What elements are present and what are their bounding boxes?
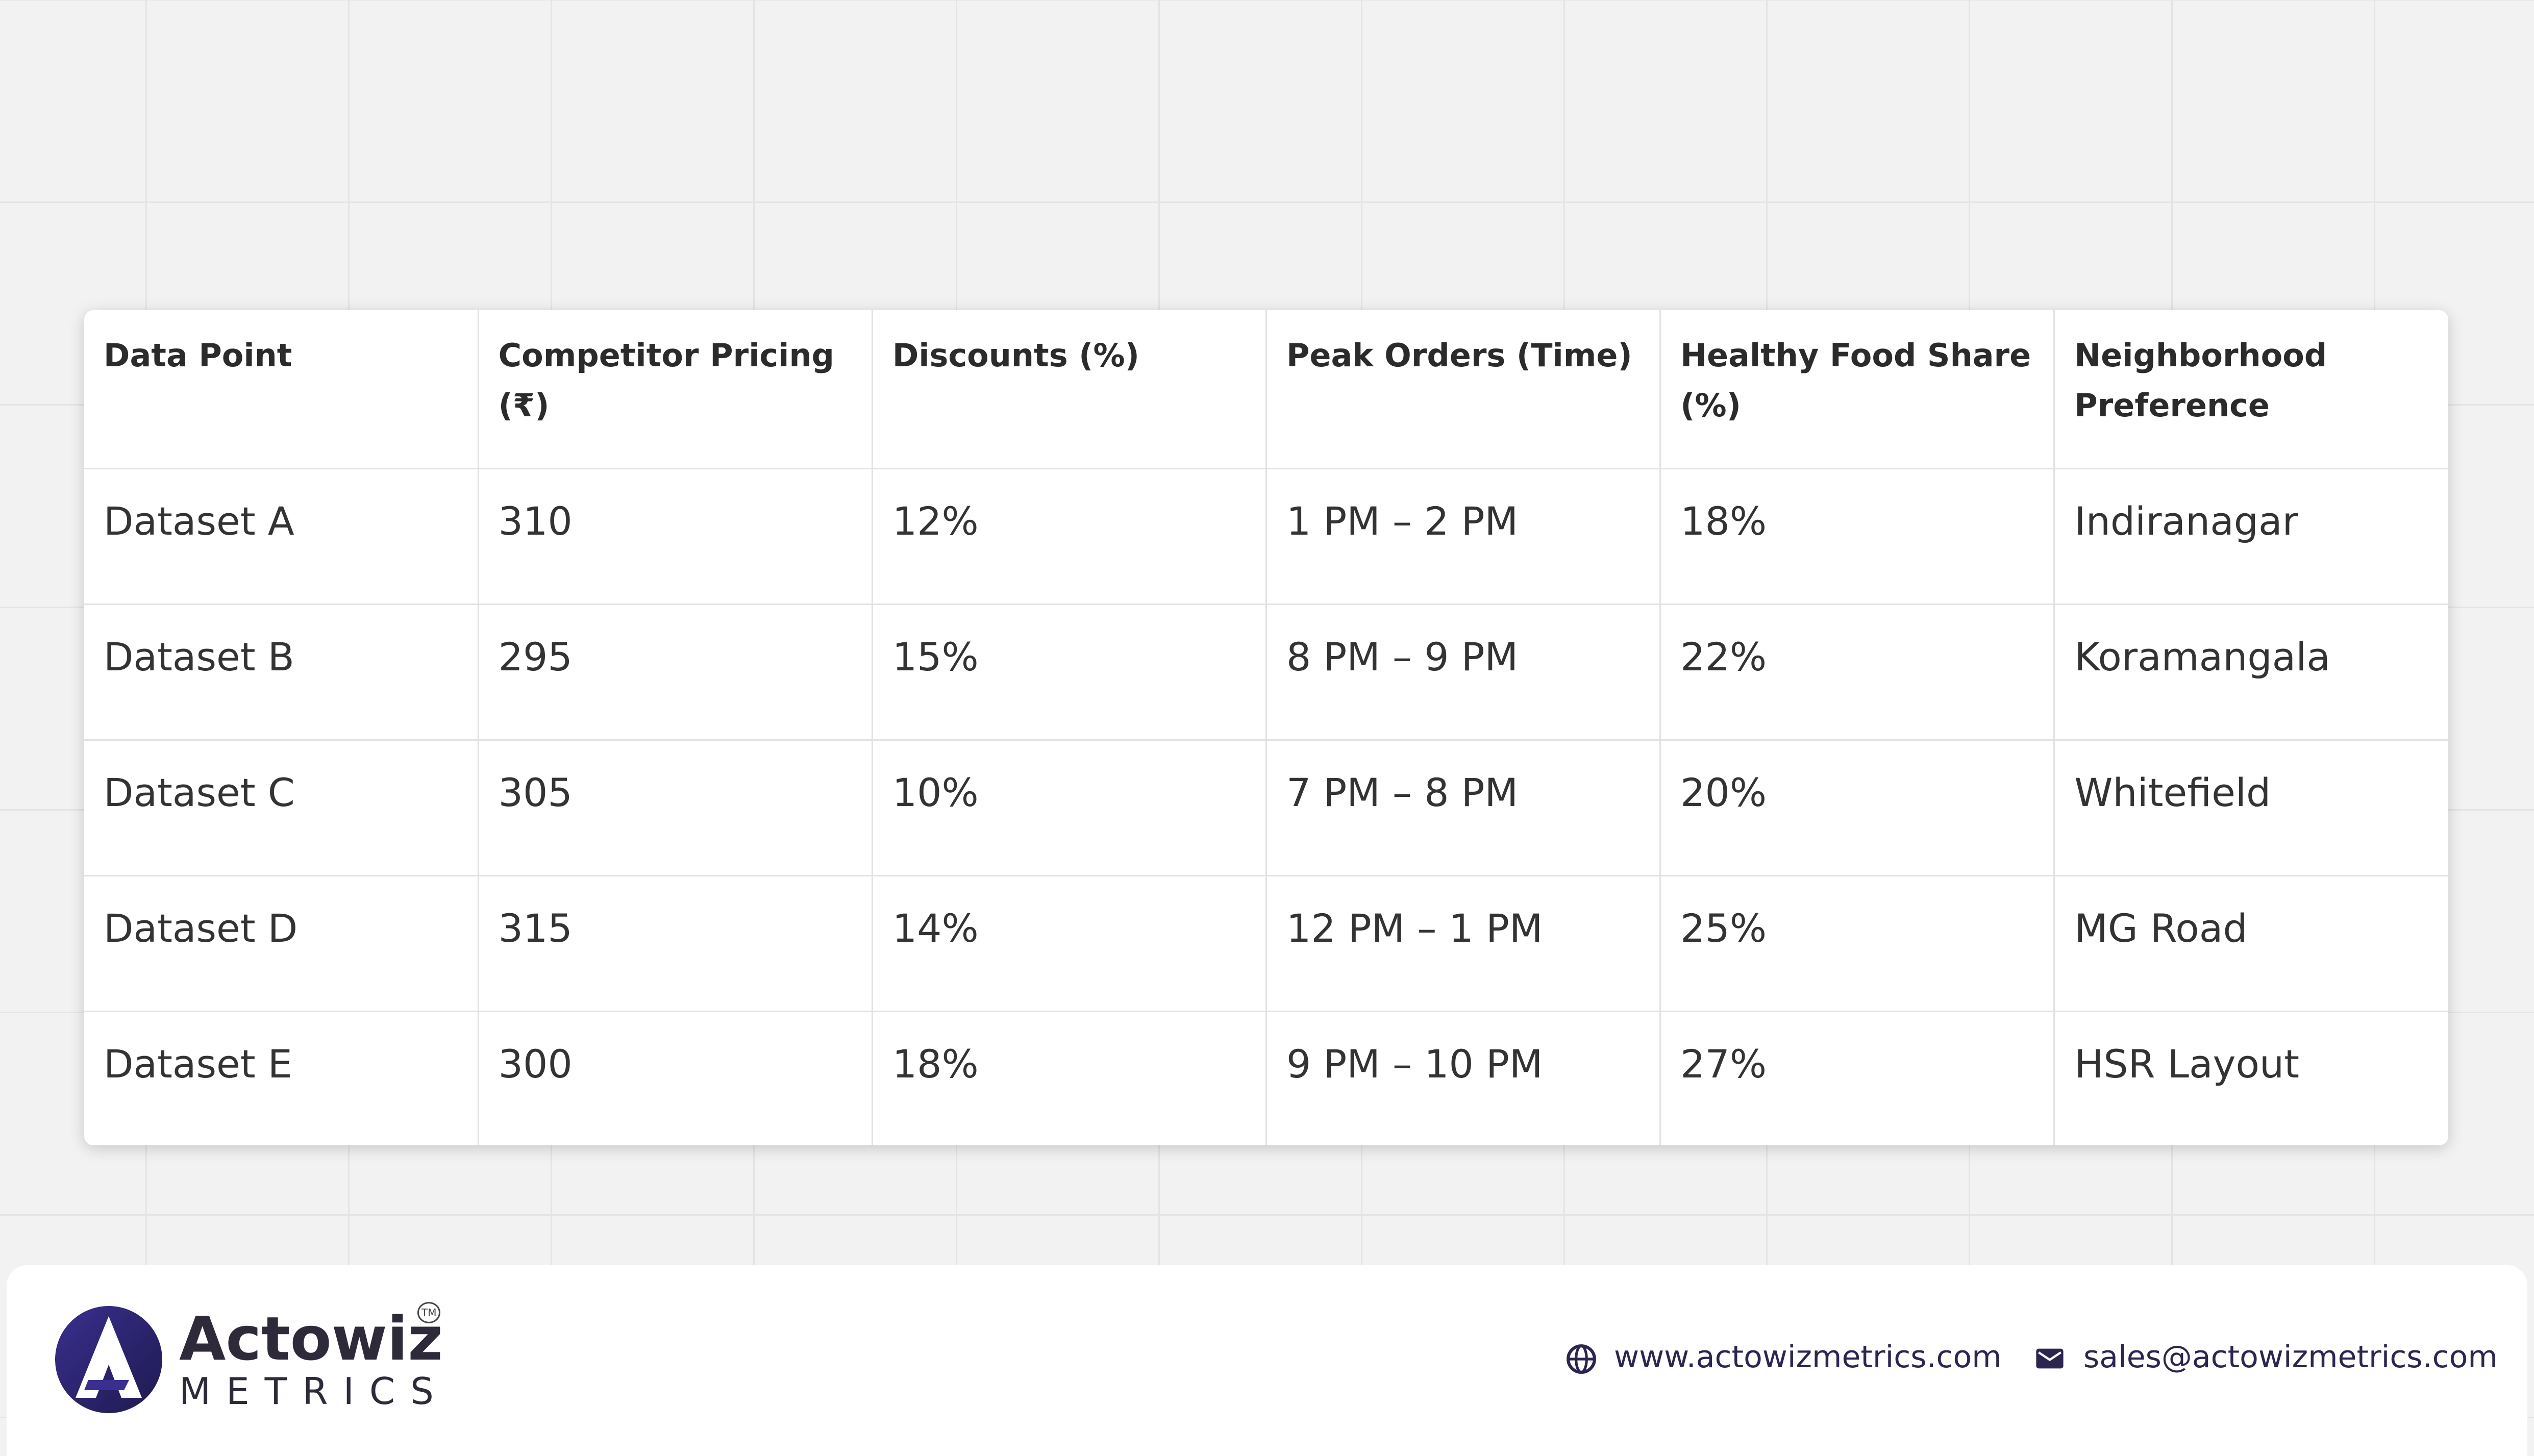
table-row: Dataset B 295 15% 8 PM – 9 PM 22% Koramangala (84, 604, 2448, 741)
table-cell: 1 PM – 2 PM (1266, 468, 1661, 605)
table-cell: Koramangala (2054, 604, 2448, 741)
table-cell: 14% (872, 875, 1267, 1012)
header-cell: Data Point (84, 310, 479, 469)
table-cell: 12% (872, 468, 1267, 605)
table-cell: 22% (1660, 604, 2055, 741)
table-row: Dataset A 310 12% 1 PM – 2 PM 18% Indiranagar (84, 468, 2448, 605)
data-table: Data Point Competitor Pricing (₹) Discount… (84, 310, 2448, 1145)
table-cell: Whitefield (2054, 740, 2448, 876)
table-cell: Indiranagar (2054, 468, 2448, 605)
table-cell: Dataset E (84, 1011, 479, 1145)
mail-icon (2036, 1348, 2064, 1369)
header-cell: Healthy Food Share (%) (1660, 310, 2055, 469)
table-cell: HSR Layout (2074, 1041, 2299, 1087)
table-cell: Dataset A (84, 468, 479, 605)
trademark: TM (417, 1302, 441, 1323)
table-cell: 12 PM – 1 PM (1266, 875, 1661, 1012)
table-cell: Dataset C (84, 740, 479, 876)
table-card: Data Point Competitor Pricing (₹) Discount… (84, 310, 2448, 1145)
header-cell: Competitor Pricing (₹) (478, 310, 873, 469)
table-cell: 18% (872, 1011, 1267, 1145)
brand-sub: METRICS (179, 1370, 449, 1413)
table-cell: 9 PM – 10 PM (1266, 1011, 1661, 1145)
table-cell: 27% (1660, 1011, 2055, 1145)
brand: Actowiz (179, 1303, 443, 1374)
header-cell: Neighborhood Preference (2054, 310, 2448, 469)
table-row: Dataset E 300 18% 9 PM – 10 PM 27% HSR Layout (84, 1011, 2448, 1145)
header-cell: Peak Orders (Time) (1266, 310, 1661, 469)
website-link[interactable]: www.actowizmetrics.com (1614, 1339, 2002, 1375)
header-cell: Discounts (%) (872, 310, 1267, 469)
globe-icon (1567, 1344, 1596, 1374)
table-cell: 8 PM – 9 PM (1266, 604, 1661, 741)
table-cell: 25% (1660, 875, 2055, 1012)
table-cell: Dataset B (84, 604, 479, 741)
footer: Actowiz TM METRICS www.actowizmetrics.co… (7, 1265, 2527, 1456)
table-cell: 15% (872, 604, 1267, 741)
table-cell: 18% (1660, 468, 2055, 605)
table-cell: 315 (478, 875, 873, 1012)
table-cell: 305 (478, 740, 873, 876)
table-row: Dataset D 315 14% 12 PM – 1 PM 25% MG Road (84, 875, 2448, 1012)
table-cell: 7 PM – 8 PM (1266, 740, 1661, 876)
table-cell: MG Road (2054, 875, 2448, 1012)
table-cell: 300 (478, 1011, 873, 1145)
table-cell: 10% (872, 740, 1267, 876)
table-row: Dataset C 305 10% 7 PM – 8 PM 20% Whitefield (84, 740, 2448, 876)
table-cell: 310 (478, 468, 873, 605)
email-link[interactable]: sales@actowizmetrics.com (2083, 1339, 2498, 1375)
logo-icon (55, 1306, 162, 1413)
table-cell: 20% (1660, 740, 2055, 876)
table-cell: 295 (478, 604, 873, 741)
header-row: Data Point Competitor Pricing (₹) Discount… (84, 310, 2448, 469)
table-cell: Dataset D (84, 875, 479, 1012)
